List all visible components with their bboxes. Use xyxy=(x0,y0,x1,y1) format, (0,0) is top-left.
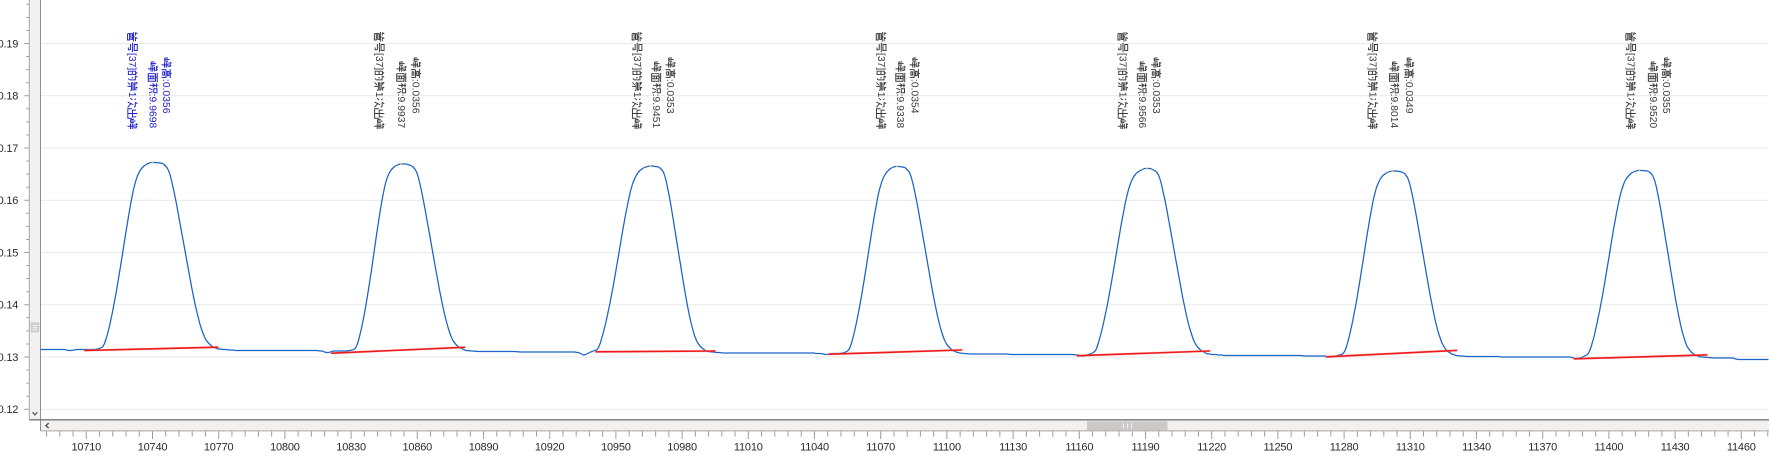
svg-text:0.18: 0.18 xyxy=(0,91,18,103)
svg-text:1: 1 xyxy=(1117,92,1128,98)
svg-text:11130: 11130 xyxy=(999,442,1027,454)
svg-text:0.14: 0.14 xyxy=(0,300,18,312)
svg-text:1: 1 xyxy=(875,92,886,98)
svg-text::0.0353: :0.0353 xyxy=(1150,79,1161,114)
svg-text:11010: 11010 xyxy=(734,442,763,454)
svg-text:1: 1 xyxy=(1625,92,1636,98)
svg-text:0.15: 0.15 xyxy=(0,247,18,259)
svg-text::9.8014: :9.8014 xyxy=(1388,94,1399,129)
svg-text::9.9338: :9.9338 xyxy=(894,94,905,129)
svg-text::9.9937: :9.9937 xyxy=(395,94,406,129)
svg-text:10800: 10800 xyxy=(270,442,300,454)
svg-text:[37]: [37] xyxy=(126,53,137,70)
svg-text:11280: 11280 xyxy=(1330,442,1359,454)
svg-text:11400: 11400 xyxy=(1595,442,1624,454)
svg-text:11040: 11040 xyxy=(800,442,829,454)
svg-text:10950: 10950 xyxy=(601,442,631,454)
svg-text::0.0353: :0.0353 xyxy=(664,79,675,114)
svg-text:11190: 11190 xyxy=(1132,442,1160,454)
svg-text:[37]: [37] xyxy=(373,53,384,70)
svg-text:10710: 10710 xyxy=(72,442,102,454)
svg-text::9.9451: :9.9451 xyxy=(650,94,661,129)
svg-text:[37]: [37] xyxy=(875,53,886,70)
svg-text::0.0354: :0.0354 xyxy=(908,79,919,114)
svg-text:0.16: 0.16 xyxy=(0,195,18,207)
svg-text:11220: 11220 xyxy=(1197,442,1226,454)
svg-text::9.9520: :9.9520 xyxy=(1647,94,1658,129)
svg-text:10890: 10890 xyxy=(469,442,499,454)
svg-text:[37]: [37] xyxy=(1625,53,1636,70)
svg-text:10860: 10860 xyxy=(403,442,433,454)
svg-text:10920: 10920 xyxy=(535,442,565,454)
svg-text:11160: 11160 xyxy=(1065,442,1093,454)
svg-text:1: 1 xyxy=(126,92,137,98)
svg-text:[37]: [37] xyxy=(1366,53,1377,70)
svg-text:11370: 11370 xyxy=(1528,442,1557,454)
svg-text::0.0355: :0.0355 xyxy=(1660,79,1671,114)
svg-text:11250: 11250 xyxy=(1264,442,1293,454)
svg-text:1: 1 xyxy=(631,92,642,98)
svg-text:10770: 10770 xyxy=(204,442,234,454)
svg-text:0.17: 0.17 xyxy=(0,143,18,155)
svg-text::0.0356: :0.0356 xyxy=(160,79,171,114)
svg-text:10740: 10740 xyxy=(138,442,168,454)
svg-text:11460: 11460 xyxy=(1727,442,1756,454)
svg-text:[37]: [37] xyxy=(631,53,642,70)
svg-text::0.0349: :0.0349 xyxy=(1403,79,1414,114)
svg-text:11100: 11100 xyxy=(933,442,961,454)
svg-text:1: 1 xyxy=(1366,92,1377,98)
svg-text:11310: 11310 xyxy=(1396,442,1425,454)
svg-text:10830: 10830 xyxy=(336,442,366,454)
svg-text:0.12: 0.12 xyxy=(0,404,18,416)
svg-text:11070: 11070 xyxy=(866,442,895,454)
svg-text:11430: 11430 xyxy=(1661,442,1690,454)
svg-text::9.9566: :9.9566 xyxy=(1136,94,1147,129)
svg-text::9.9698: :9.9698 xyxy=(147,94,158,129)
svg-text:[37]: [37] xyxy=(1117,53,1128,70)
svg-text:10980: 10980 xyxy=(667,442,697,454)
svg-text:0.13: 0.13 xyxy=(0,352,18,364)
svg-text:1: 1 xyxy=(373,92,384,98)
svg-text:11340: 11340 xyxy=(1462,442,1491,454)
svg-text::0.0356: :0.0356 xyxy=(410,79,421,114)
svg-text:0.19: 0.19 xyxy=(0,38,18,50)
